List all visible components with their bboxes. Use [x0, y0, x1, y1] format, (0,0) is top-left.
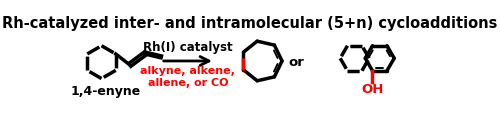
Text: alkyne, alkene,: alkyne, alkene,: [140, 66, 235, 76]
Text: 1,4-enyne: 1,4-enyne: [70, 85, 140, 98]
Text: Rh(I) catalyst: Rh(I) catalyst: [143, 41, 233, 54]
Text: OH: OH: [362, 83, 384, 96]
Text: or: or: [288, 56, 304, 69]
Text: allene, or CO: allene, or CO: [148, 78, 228, 88]
Text: Rh-catalyzed inter- and intramolecular (5+n) cycloadditions: Rh-catalyzed inter- and intramolecular (…: [2, 16, 498, 31]
